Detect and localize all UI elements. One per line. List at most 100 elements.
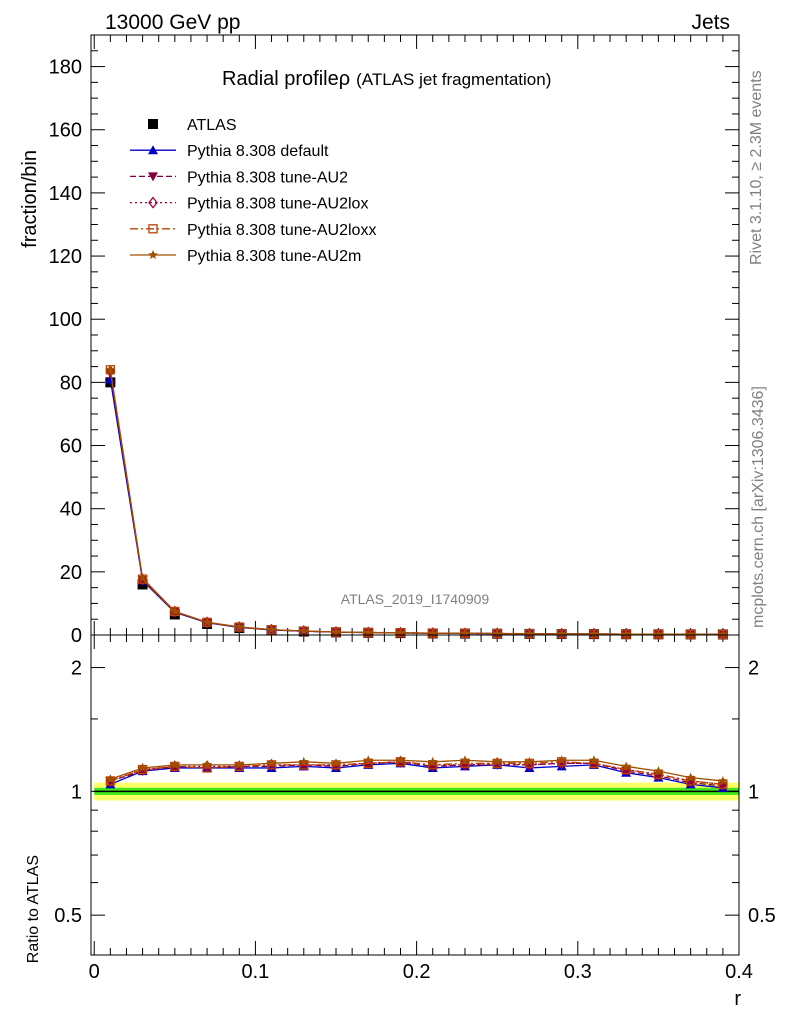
ratio-point — [427, 758, 438, 771]
legend-item: Pythia 8.308 default — [130, 143, 329, 160]
ratio-point — [589, 755, 599, 765]
ratio-series-3 — [105, 757, 728, 790]
ratio-point — [589, 757, 599, 770]
analysis-id-label: ATLAS_2019_I1740909 — [341, 591, 490, 607]
legend-label: ATLAS — [187, 117, 237, 134]
ratio-y-tick-label: 0.5 — [54, 905, 82, 927]
data-point — [137, 573, 148, 583]
ratio-point — [266, 758, 277, 768]
ratio-y-tick-label: 1 — [71, 781, 82, 803]
ratio-y-tick-label-right: 1 — [748, 781, 759, 803]
ratio-point — [621, 761, 631, 771]
legend-label: Pythia 8.308 tune-AU2loxx — [187, 222, 376, 239]
ratio-y-tick-label: 2 — [71, 658, 82, 680]
chart-subtitle: (ATLAS jet fragmentation) — [356, 70, 551, 89]
ratio-series-4 — [105, 755, 728, 785]
y-tick-label: 100 — [49, 309, 82, 331]
data-point — [589, 628, 599, 639]
main-y-axis-label: fraction/bin — [19, 150, 41, 248]
data-point — [202, 617, 212, 627]
ratio-point — [363, 755, 374, 765]
y-tick-label: 160 — [49, 120, 82, 142]
legend-marker — [148, 250, 158, 260]
ratio-point — [653, 768, 664, 781]
ratio-point — [718, 778, 728, 791]
ratio-point — [524, 756, 535, 766]
y-tick-label: 180 — [49, 57, 82, 79]
rivet-version-label: Rivet 3.1.10, ≥ 2.3M events — [748, 70, 765, 265]
x-tick-label: 0 — [89, 961, 100, 983]
x-tick-label: 0.1 — [242, 961, 270, 983]
y-tick-label: 40 — [60, 499, 82, 521]
x-axis-label: r — [734, 988, 741, 1010]
data-point — [266, 624, 277, 634]
data-point — [331, 626, 341, 637]
ratio-axes: 0 0.1 0.2 0.3 0.4 0.5 0.5 1 1 2 2 — [54, 635, 776, 983]
ratio-point — [363, 757, 374, 770]
process-label: Jets — [691, 11, 730, 34]
ratio-y-tick-label-right: 2 — [748, 658, 759, 680]
ratio-series-layer — [105, 755, 728, 792]
legend-marker — [148, 119, 158, 129]
y-tick-label: 140 — [49, 183, 82, 205]
ratio-point — [202, 759, 212, 769]
y-tick-label: 60 — [60, 436, 82, 458]
ratio-point — [556, 755, 567, 765]
x-tick-label: 0.3 — [564, 961, 592, 983]
data-point — [363, 627, 374, 637]
legend-item: Pythia 8.308 tune-AU2 — [130, 169, 348, 186]
data-point — [299, 625, 309, 636]
legend-label: Pythia 8.308 default — [187, 143, 329, 160]
y-tick-label: 80 — [60, 372, 82, 394]
data-point — [556, 628, 567, 638]
legend: ATLAS Pythia 8.308 default Pythia 8.308 tu… — [130, 117, 376, 265]
ratio-point — [427, 756, 438, 766]
legend-label: Pythia 8.308 tune-AU2lox — [187, 196, 368, 213]
ratio-y-axis-label: Ratio to ATLAS — [25, 855, 42, 963]
ratio-point — [653, 766, 664, 776]
legend-marker — [148, 196, 158, 209]
series-line — [109, 369, 723, 636]
ratio-point — [492, 756, 502, 766]
main-series-layer — [105, 364, 728, 641]
ratio-panel-frame — [90, 634, 740, 956]
legend-item: Pythia 8.308 tune-AU2loxx — [130, 222, 376, 239]
ratio-line — [110, 759, 723, 782]
data-point — [234, 621, 245, 631]
ratio-point — [718, 775, 728, 785]
legend-marker — [148, 172, 158, 182]
y-tick-label: 120 — [49, 246, 82, 268]
y-tick-label: 0 — [71, 625, 82, 647]
y-tick-label: 20 — [60, 562, 82, 584]
data-point — [685, 629, 696, 639]
data-point — [621, 629, 631, 639]
ratio-point — [170, 759, 180, 769]
ratio-point — [395, 755, 406, 765]
data-point — [105, 374, 116, 384]
legend-label: Pythia 8.308 tune-AU2m — [187, 248, 361, 265]
ratio-uncertainty-band — [94, 782, 739, 801]
x-tick-label: 0.2 — [403, 961, 431, 983]
ratio-point — [331, 758, 341, 768]
chart-title: Radial profileρ (ATLAS jet fragmentation) — [222, 68, 551, 90]
ratio-point — [460, 755, 470, 765]
data-point — [170, 606, 180, 616]
ratio-point — [105, 774, 116, 784]
ratio-point — [298, 758, 309, 771]
ratio-point — [137, 762, 148, 772]
legend-label: Pythia 8.308 tune-AU2 — [187, 169, 348, 186]
ratio-y-tick-label-right: 0.5 — [748, 905, 776, 927]
ratio-line — [110, 761, 723, 787]
data-point — [718, 629, 728, 639]
chart-title-main: Radial profileρ — [222, 68, 350, 90]
data-point — [653, 629, 664, 639]
legend-item: Pythia 8.308 tune-AU2m — [130, 248, 361, 265]
ratio-point — [299, 756, 309, 766]
ratio-line — [110, 761, 723, 785]
ratio-point — [234, 759, 245, 769]
energy-label: 13000 GeV pp — [105, 11, 240, 34]
legend-item: Pythia 8.308 tune-AU2lox — [130, 196, 368, 213]
legend-marker — [148, 145, 158, 155]
legend-marker — [148, 224, 158, 234]
source-label: mcplots.cern.ch [arXiv:1306.3436] — [750, 386, 767, 628]
